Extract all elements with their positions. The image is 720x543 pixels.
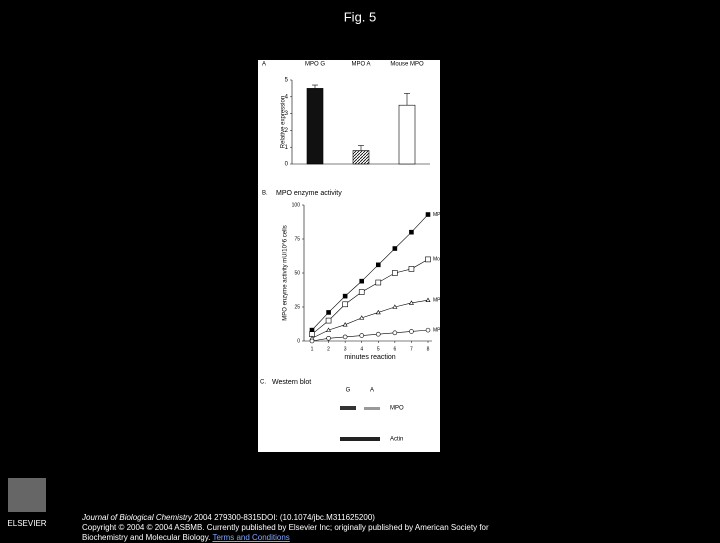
marker [392,330,398,336]
marker [409,329,414,334]
y-tick-label: 4 [285,94,289,100]
legend-label: MPO G [433,212,450,218]
category-label: MPO G [305,62,325,68]
blot-band [340,406,356,410]
y-tick-label: 75 [294,236,300,242]
marker [342,293,348,299]
marker [359,333,365,338]
band-label: MPO [390,406,404,412]
marker [425,327,431,333]
marker [409,229,414,235]
x-tick-label: 1 [311,346,314,352]
marker [375,331,381,337]
marker [342,334,348,340]
marker [392,304,398,309]
marker [358,289,365,295]
panel-label: C. [260,380,266,386]
marker [375,279,382,286]
y-tick-label: 25 [294,304,300,310]
bar [398,104,416,165]
x-tick-label: 3 [344,346,347,352]
series-line [311,299,429,339]
marker [326,327,332,332]
panel-label: A [262,62,266,68]
y-tick-label: 100 [292,202,301,208]
y-tick-label: 0 [297,338,300,344]
marker [326,335,331,341]
marker [408,266,415,272]
lane-label: G [346,388,351,394]
marker [425,256,431,263]
marker [408,300,414,305]
lane-label: A [370,388,374,394]
marker [342,301,348,308]
marker [425,212,431,217]
series-line [311,329,429,342]
marker [359,278,365,284]
logo-tree [8,478,46,512]
y-tick-label: 2 [285,128,289,134]
legend-label: MPO KO [433,327,453,333]
y-tick-label: 0 [285,162,289,168]
marker [309,338,315,344]
logo: ELSEVIER [7,519,46,528]
marker [392,246,398,251]
blot-band [364,407,380,410]
x-tick-label: 7 [410,346,413,352]
citation: 2004 279300-8315DOI: (10.1074/jbc.M31162… [191,513,375,522]
blot-band [340,437,380,441]
category-label: Mouse MPO [390,62,424,68]
x-tick-label: 5 [377,346,380,352]
x-axis-label: minutes reaction [344,354,395,361]
marker [359,315,365,320]
x-tick-label: 2 [327,346,330,352]
legend-label: MoMPO [433,257,451,263]
x-tick-label: 4 [360,346,363,352]
x-tick-label: 8 [427,346,430,352]
marker [342,322,348,327]
series-line [311,214,429,331]
y-tick-label: 3 [285,111,289,117]
blot-title: Western blot [272,379,311,386]
marker [326,310,331,315]
marker [375,262,381,268]
legend-label: MPO A [433,298,450,304]
slide-title: Fig. 5 [344,9,377,24]
category-label: MPO A [351,62,370,68]
journal: Journal of Biological Chemistry [82,513,192,522]
copyright: Copyright © 2004 © 2004 ASBMB. Currently… [82,523,489,542]
marker [375,309,381,315]
marker [392,270,398,276]
band-label: Actin [390,437,403,443]
y-tick-label: 1 [285,145,289,151]
bar [352,150,370,165]
y-axis-label: MPO enzyme activity mU/10^6 cells [283,225,289,321]
bar [306,88,324,165]
terms-link[interactable]: Terms and Conditions [212,533,290,542]
marker [325,317,332,324]
y-tick-label: 50 [294,270,300,276]
x-tick-label: 6 [393,346,396,352]
chart-title: MPO enzyme activity [276,190,342,197]
y-tick-label: 5 [285,78,289,84]
y-axis-label: Relative expression [281,96,287,148]
footer: Journal of Biological Chemistry 2004 279… [82,513,502,543]
marker [425,297,431,302]
panel-label: B. [262,191,268,197]
